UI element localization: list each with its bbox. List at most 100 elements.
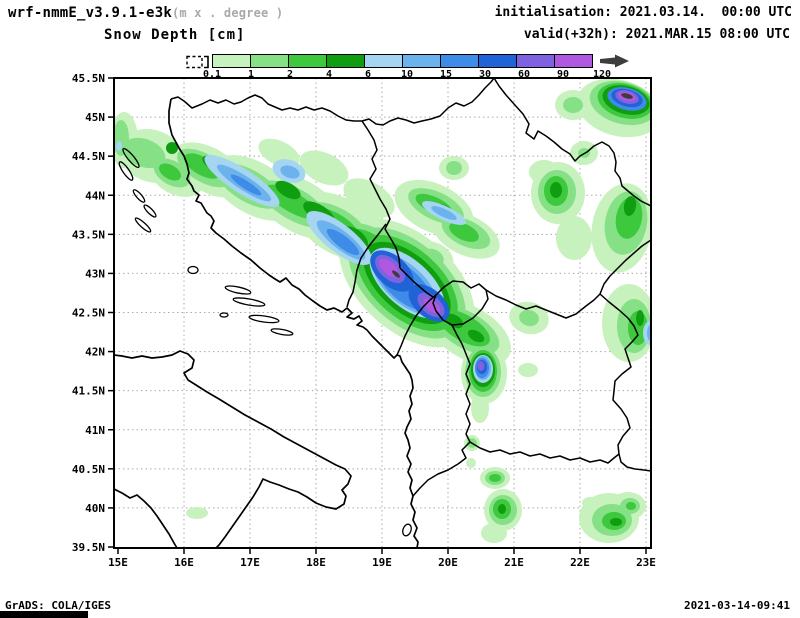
snow-contour-blob	[489, 474, 501, 482]
initialisation-time: initialisation: 2021.03.14. 00:00 UTC	[494, 5, 792, 20]
country-border	[599, 239, 651, 295]
country-border	[412, 441, 471, 497]
snow-contour-blob	[467, 329, 485, 343]
lat-label: 45.5N	[72, 72, 105, 85]
lat-label: 39.5N	[72, 541, 105, 554]
snow-contour-blob	[186, 507, 208, 519]
coastline	[114, 488, 178, 548]
country-border	[346, 223, 387, 308]
colorbar-legend: 0.1 1 2 4 6 10 15 30 60 90 120	[0, 0, 800, 80]
snow-contour-blob	[498, 504, 506, 514]
lat-label: 40.5N	[72, 463, 105, 476]
legend-segment	[326, 54, 365, 68]
snow-contour-blob	[518, 363, 538, 377]
snow-shading	[114, 78, 651, 543]
legend-label: 2	[286, 69, 294, 80]
lat-label: 44N	[85, 189, 105, 202]
snow-contour-blob	[446, 161, 462, 175]
island	[187, 265, 199, 275]
lat-label: 42N	[85, 346, 105, 359]
snow-contour-blob	[343, 178, 395, 218]
lon-label: 22E	[570, 556, 590, 569]
country-border	[451, 324, 471, 443]
snow-contour-blob	[550, 182, 562, 198]
legend-overflow-arrow-icon	[600, 54, 629, 68]
country-border	[485, 289, 601, 319]
grads-credit: GrADS: COLA/IGES	[5, 599, 111, 612]
snow-contour-blob	[610, 518, 622, 526]
snow-contour-blob	[275, 180, 301, 200]
legend-underflow-box	[186, 55, 209, 69]
lat-label: 41N	[85, 424, 105, 437]
lon-label: 19E	[372, 556, 392, 569]
island	[118, 161, 134, 181]
map-canvas: 45.5N 45N 44.5N 44N 43.5N 43N 42.5N 42N 41.5N 41N…	[72, 72, 656, 569]
lon-label: 17E	[240, 556, 260, 569]
page-title: wrf-nmmE_v3.9.1-e3k(m x . degree )	[8, 5, 283, 21]
snow-contour-blob	[299, 150, 349, 186]
lat-label: 44.5N	[72, 150, 105, 163]
legend-label: 4	[325, 69, 333, 80]
lat-label: 42.5N	[72, 307, 105, 320]
model-units-overlay: (m x . degree )	[171, 6, 284, 20]
coastline	[114, 350, 352, 548]
snow-contour-blob	[623, 196, 637, 216]
model-title-text: wrf-nmmE_v3.9.1-e3k	[8, 5, 172, 21]
footer-black-bar	[0, 611, 88, 618]
axes: 45.5N 45N 44.5N 44N 43.5N 43N 42.5N 42N 41.5N 41N…	[72, 72, 656, 569]
snow-contour-blob	[626, 502, 636, 510]
lon-label: 21E	[504, 556, 524, 569]
snow-contour-blob	[556, 216, 592, 260]
lon-label: 16E	[174, 556, 194, 569]
snow-contour-blob	[621, 93, 633, 99]
legend-segment	[440, 54, 479, 68]
snow-contour-blob	[471, 393, 489, 423]
legend-label: 15	[439, 69, 453, 80]
legend-label: 1	[247, 69, 255, 80]
lat-label: 43N	[85, 267, 105, 280]
legend-segment	[478, 54, 517, 68]
snow-contour-blob	[481, 523, 507, 543]
country-border	[396, 294, 437, 356]
lon-label: 20E	[438, 556, 458, 569]
legend-segment	[554, 54, 593, 68]
legend-label: 0.1	[202, 69, 222, 80]
island	[134, 217, 152, 233]
legend-segment	[212, 54, 251, 68]
snow-contour-blob	[477, 361, 485, 371]
legend-label: 6	[364, 69, 372, 80]
country-border	[361, 120, 401, 269]
lon-label: 23E	[636, 556, 656, 569]
snow-contour-blob	[326, 228, 360, 256]
island	[143, 204, 157, 218]
country-border	[399, 267, 434, 298]
coastline	[168, 98, 419, 548]
country-border	[432, 280, 489, 326]
country-border	[599, 293, 651, 472]
map-plot: 45.5N 45N 44.5N 44N 43.5N 43N 42.5N 42N 41.5N 41N…	[72, 72, 656, 569]
country-border	[469, 441, 620, 464]
snow-contour-blob	[466, 458, 476, 468]
snow-contour-blob	[636, 310, 644, 326]
legend-segment	[364, 54, 403, 68]
legend-segment	[250, 54, 289, 68]
legend-label: 90	[556, 69, 570, 80]
legend-label: 10	[400, 69, 414, 80]
snow-contour-blob	[159, 163, 181, 181]
snow-contour-blob	[184, 153, 220, 179]
island	[270, 328, 294, 336]
legend-segment	[516, 54, 555, 68]
legend-color-bar	[212, 54, 593, 68]
island	[224, 285, 252, 295]
island	[219, 312, 229, 318]
lat-label: 45N	[85, 111, 105, 124]
snow-contour-blob	[280, 165, 300, 179]
island	[248, 314, 280, 324]
island	[122, 147, 140, 169]
field-title: Snow Depth [cm]	[104, 27, 246, 43]
island	[402, 523, 412, 537]
island	[232, 297, 266, 307]
snow-contour-blob	[230, 174, 262, 196]
lon-label: 18E	[306, 556, 326, 569]
legend-segment	[402, 54, 441, 68]
